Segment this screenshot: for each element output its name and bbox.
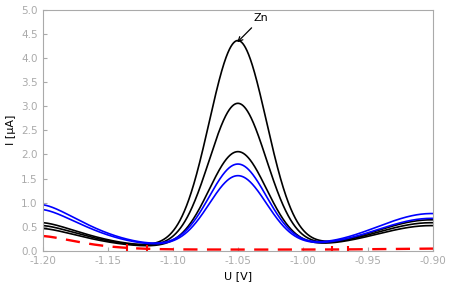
X-axis label: U [V]: U [V]	[223, 272, 251, 282]
Y-axis label: I [μA]: I [μA]	[5, 115, 15, 146]
Text: Zn: Zn	[238, 13, 268, 41]
